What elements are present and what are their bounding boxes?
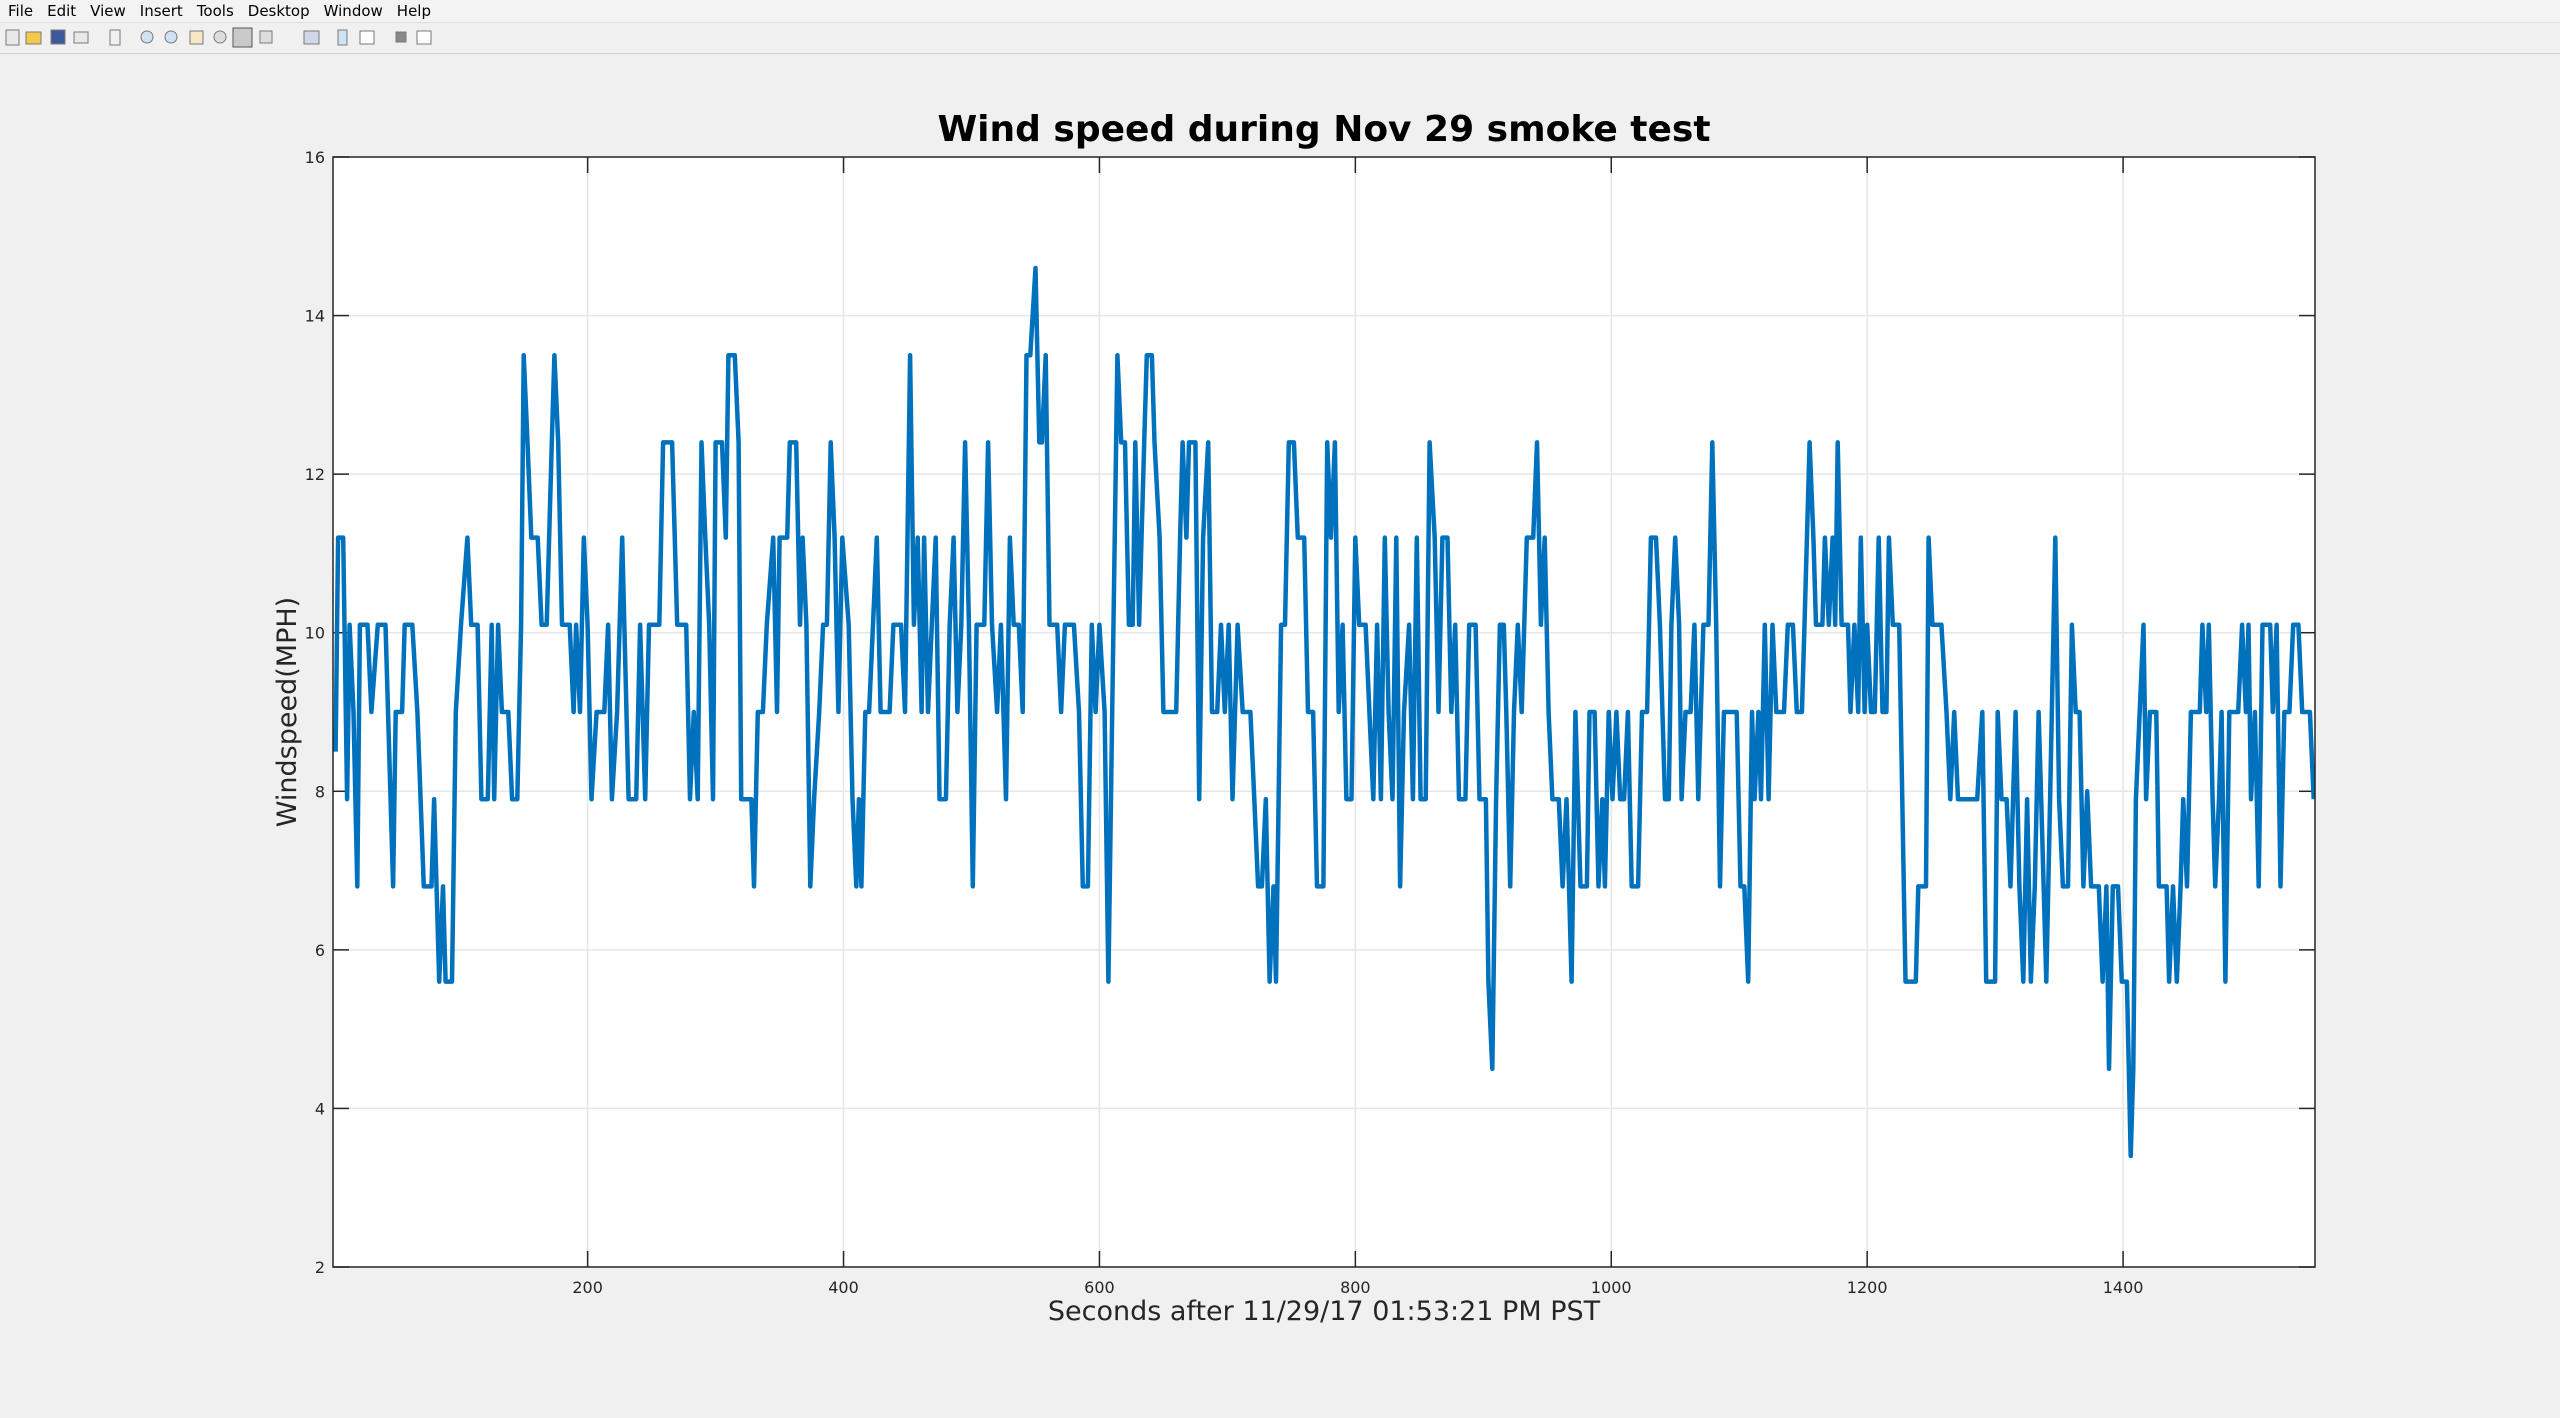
menu-item[interactable]: View — [90, 2, 126, 20]
menu-item[interactable]: Edit — [47, 2, 77, 20]
save-icon[interactable] — [50, 29, 66, 45]
y-tick-label: 14 — [305, 307, 325, 326]
axes-box — [332, 156, 2316, 1268]
menu-item[interactable]: File — [8, 2, 34, 20]
x-tick-label: 1000 — [1591, 1278, 1632, 1297]
x-tick-label: 200 — [572, 1278, 603, 1297]
datacursor-icon[interactable] — [232, 27, 253, 48]
x-tick-label: 1400 — [2103, 1278, 2144, 1297]
colorbar-icon[interactable] — [337, 29, 348, 46]
menu-item[interactable]: Help — [396, 2, 431, 20]
menu-item[interactable]: Tools — [196, 2, 234, 20]
toolbar — [0, 23, 2560, 54]
y-tick-label: 10 — [305, 624, 325, 643]
pointer-icon[interactable] — [109, 29, 121, 46]
zoom-out-icon[interactable] — [164, 30, 178, 44]
dock-icon[interactable] — [416, 30, 432, 45]
menu-bar: File Edit View Insert Tools Desktop Window Help — [0, 0, 2560, 23]
link-icon[interactable] — [303, 30, 320, 45]
x-tick-label: 1200 — [1847, 1278, 1888, 1297]
y-tick-label: 8 — [315, 782, 325, 801]
x-tick-label: 400 — [828, 1278, 859, 1297]
menu-item[interactable]: Insert — [139, 2, 183, 20]
hide-tools-icon[interactable] — [395, 31, 407, 43]
new-icon[interactable] — [5, 29, 20, 46]
x-axis-label: Seconds after 11/29/17 01:53:21 PM PST — [1048, 1296, 1601, 1327]
menu-item[interactable]: Window — [323, 2, 383, 20]
x-tick-label: 600 — [1084, 1278, 1115, 1297]
y-tick-label: 2 — [315, 1258, 325, 1277]
open-icon[interactable] — [25, 31, 42, 45]
chart-title: Wind speed during Nov 29 smoke test — [937, 109, 1710, 150]
y-tick-label: 6 — [315, 941, 325, 960]
figure: 2 4 6 8 10 12 14 16 200 400 600 800 1000 1200 1400 Wind… — [272, 109, 2316, 1327]
legend-icon[interactable] — [359, 30, 375, 45]
zoom-in-icon[interactable] — [140, 30, 154, 44]
y-tick-label: 4 — [315, 1099, 325, 1118]
y-tick-label: 16 — [305, 148, 325, 167]
print-icon[interactable] — [73, 31, 89, 44]
y-axis-label: Windspeed(MPH) — [272, 597, 303, 827]
brush-icon[interactable] — [259, 30, 273, 44]
data-line — [333, 265, 2315, 1159]
x-tick-label: 800 — [1340, 1278, 1371, 1297]
pan-icon[interactable] — [189, 30, 204, 45]
y-tick-label: 12 — [305, 465, 325, 484]
rotate-icon[interactable] — [213, 30, 227, 44]
menu-item[interactable]: Desktop — [247, 2, 310, 20]
